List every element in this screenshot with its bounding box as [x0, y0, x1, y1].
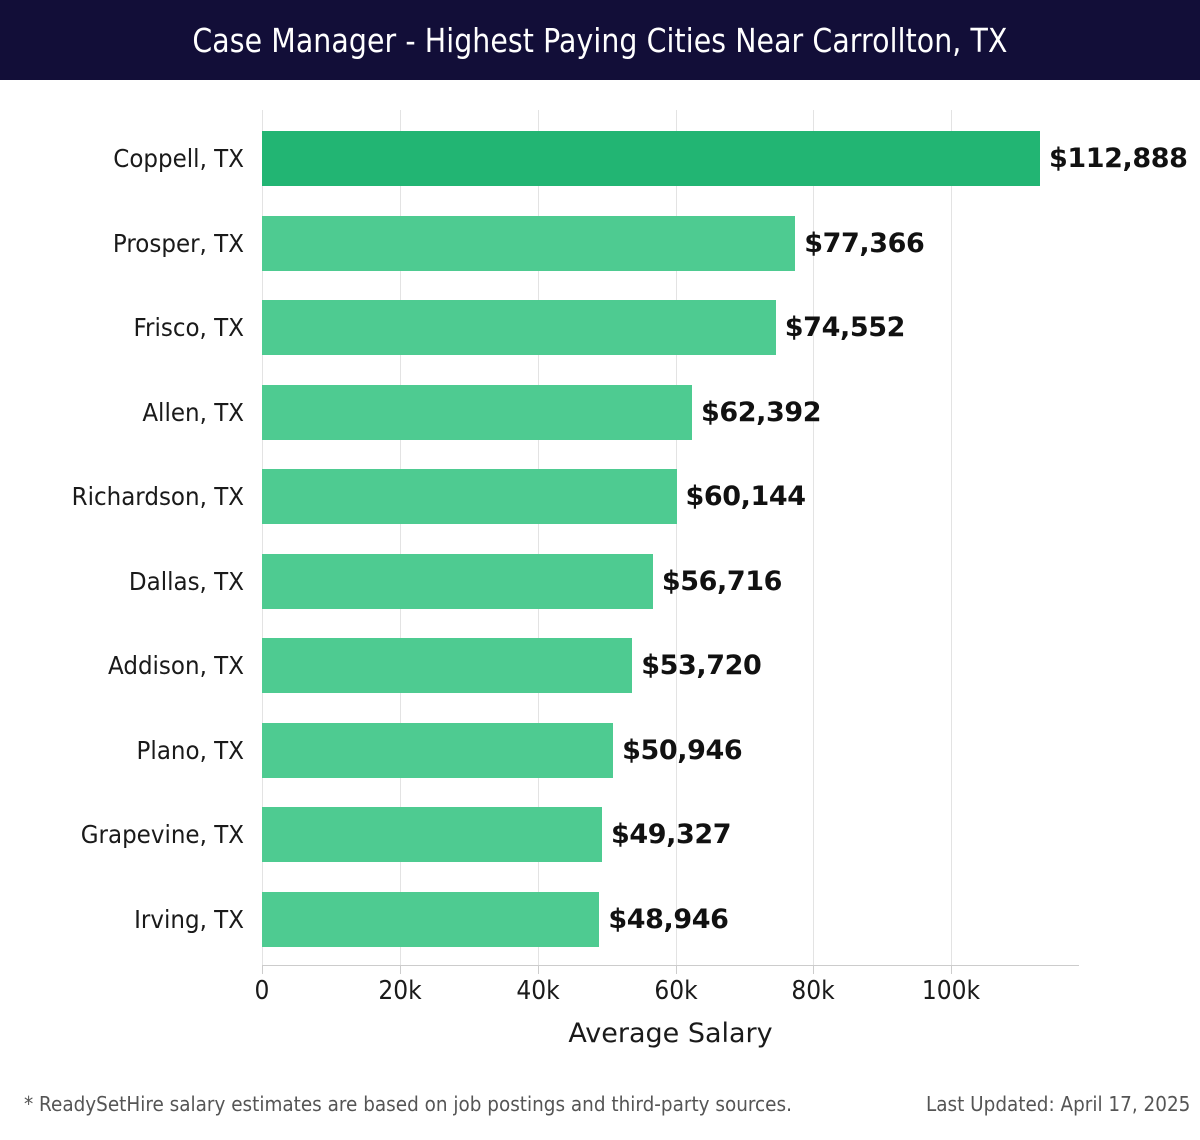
bar-row: Richardson, TX $60,144	[0, 469, 1200, 524]
bar-row: Addison, TX $53,720	[0, 638, 1200, 693]
bar[interactable]	[262, 891, 600, 947]
gridline	[537, 110, 539, 965]
bar-value-label: $112,888	[1049, 143, 1188, 174]
x-tick-label: 40k	[516, 976, 560, 1006]
bar[interactable]	[262, 722, 614, 778]
gridline	[675, 110, 677, 965]
x-tick-mark	[813, 966, 815, 974]
bar[interactable]	[262, 300, 776, 355]
title-bar: Case Manager - Highest Paying Cities Nea…	[0, 0, 1200, 80]
x-tick-mark	[951, 966, 953, 974]
gridline	[262, 110, 263, 965]
gridline	[813, 110, 815, 965]
bar-row: Grapevine, TX $49,327	[0, 807, 1200, 862]
x-axis-title: Average Salary	[568, 1018, 773, 1049]
bar-row: Plano, TX $50,946	[0, 722, 1200, 778]
page-title: Case Manager - Highest Paying Cities Nea…	[192, 20, 1008, 60]
footer: * ReadySetHire salary estimates are base…	[0, 1092, 1200, 1140]
x-axis-line	[262, 965, 1079, 966]
category-label: Grapevine, TX	[80, 820, 244, 849]
x-tick-mark	[399, 966, 401, 974]
bar[interactable]	[262, 131, 1040, 186]
bar-chart: Coppell, TX $112,888 Prosper, TX $77,366 Fri…	[0, 80, 1200, 1080]
category-label: Irving, TX	[134, 904, 244, 934]
x-tick-label: 100k	[922, 976, 981, 1006]
x-tick-label: 0	[254, 976, 270, 1006]
bar-row: Dallas, TX $56,716	[0, 553, 1200, 609]
category-label: Plano, TX	[136, 735, 244, 765]
x-tick-mark	[262, 966, 263, 974]
category-label: Prosper, TX	[112, 228, 244, 258]
bar-row: Irving, TX $48,946	[0, 891, 1200, 947]
footer-last-updated: Last Updated: April 17, 2025	[925, 1092, 1190, 1116]
category-label: Coppell, TX	[113, 144, 244, 173]
bar-value-label: $62,392	[700, 396, 822, 428]
bar-row: Frisco, TX $74,552	[0, 300, 1200, 355]
bar[interactable]	[262, 469, 677, 524]
category-label: Frisco, TX	[133, 313, 244, 342]
bar[interactable]	[262, 807, 602, 862]
bar-value-label: $74,552	[784, 312, 906, 343]
bar-value-label: $77,366	[804, 227, 925, 259]
category-label: Dallas, TX	[128, 566, 244, 596]
bar-row: Allen, TX $62,392	[0, 384, 1200, 440]
x-tick-mark	[675, 966, 677, 974]
x-tick-label: 20k	[378, 976, 422, 1006]
gridline	[399, 110, 401, 965]
bar[interactable]	[262, 553, 653, 609]
bar-value-label: $56,716	[661, 565, 783, 597]
category-label: Addison, TX	[108, 651, 245, 680]
x-tick-label: 80k	[791, 976, 836, 1006]
gridline	[951, 110, 953, 965]
category-label: Allen, TX	[142, 397, 244, 427]
bar[interactable]	[262, 215, 796, 271]
category-label: Richardson, TX	[71, 482, 244, 511]
bar-value-label: $49,327	[610, 819, 732, 850]
bar[interactable]	[262, 384, 692, 440]
bar-row: Prosper, TX $77,366	[0, 215, 1200, 271]
bar[interactable]	[262, 638, 633, 693]
footer-disclaimer: * ReadySetHire salary estimates are base…	[24, 1092, 792, 1116]
bar-value-label: $60,144	[685, 481, 807, 512]
bar-row: Coppell, TX $112,888	[0, 131, 1200, 186]
x-tick-label: 60k	[653, 976, 698, 1006]
bar-value-label: $48,946	[608, 903, 729, 935]
bar-value-label: $53,720	[641, 650, 762, 681]
bar-value-label: $50,946	[622, 734, 743, 766]
x-tick-mark	[537, 966, 539, 974]
